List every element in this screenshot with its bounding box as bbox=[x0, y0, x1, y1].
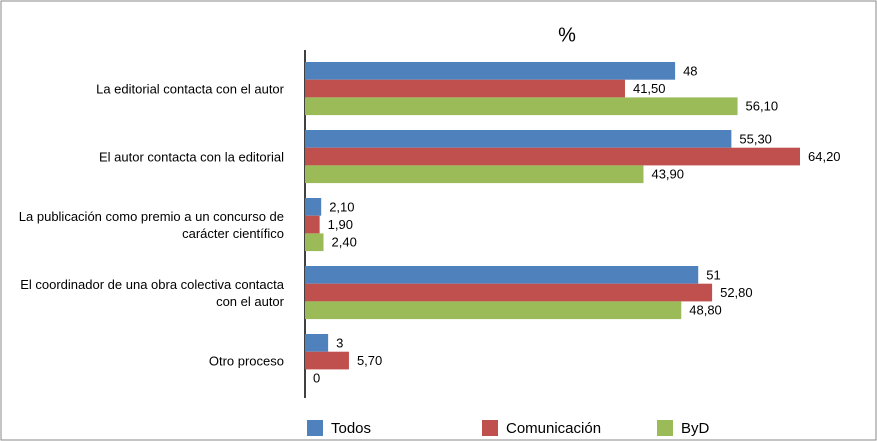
value-label: 56,10 bbox=[746, 99, 779, 114]
category-label: Otro proceso bbox=[208, 353, 284, 369]
value-label: 43,90 bbox=[651, 167, 684, 182]
value-label: 64,20 bbox=[808, 149, 841, 164]
bar bbox=[305, 198, 322, 216]
category-label: La editorial contacta con el autor bbox=[96, 81, 284, 97]
legend-label: ByD bbox=[681, 420, 710, 437]
bar bbox=[305, 334, 329, 352]
bar bbox=[305, 233, 324, 252]
bar bbox=[305, 97, 738, 116]
bar bbox=[305, 266, 699, 284]
value-label: 52,80 bbox=[720, 285, 753, 300]
bar bbox=[305, 147, 800, 166]
category-label: El coordinador de una obra colectiva con… bbox=[20, 276, 284, 309]
bar bbox=[305, 283, 713, 302]
category-label: La publicación como premio a un concurso… bbox=[18, 208, 284, 241]
value-label: 41,50 bbox=[633, 81, 666, 96]
value-label: 1,90 bbox=[328, 217, 353, 232]
value-label: 5,70 bbox=[357, 353, 382, 368]
value-label: 48,80 bbox=[689, 303, 722, 318]
value-label: 48 bbox=[683, 63, 697, 78]
legend-label: Comunicación bbox=[506, 420, 601, 437]
value-label: 51 bbox=[706, 267, 720, 282]
bar bbox=[305, 165, 644, 184]
bar bbox=[305, 301, 682, 320]
bar bbox=[305, 79, 625, 98]
legend-swatch bbox=[307, 420, 323, 436]
bar bbox=[305, 62, 676, 80]
category-label: El autor contacta con la editorial bbox=[99, 149, 284, 165]
value-label: 0 bbox=[313, 371, 320, 386]
value-label: 2,10 bbox=[329, 199, 354, 214]
value-label: 55,30 bbox=[739, 131, 772, 146]
chart-title: % bbox=[558, 24, 576, 46]
legend-swatch bbox=[482, 420, 498, 436]
legend-label: Todos bbox=[331, 420, 371, 437]
bar bbox=[305, 130, 732, 148]
value-label: 3 bbox=[336, 335, 343, 350]
bar bbox=[305, 351, 349, 370]
legend-swatch bbox=[657, 420, 673, 436]
value-label: 2,40 bbox=[332, 235, 357, 250]
bar bbox=[305, 215, 320, 234]
